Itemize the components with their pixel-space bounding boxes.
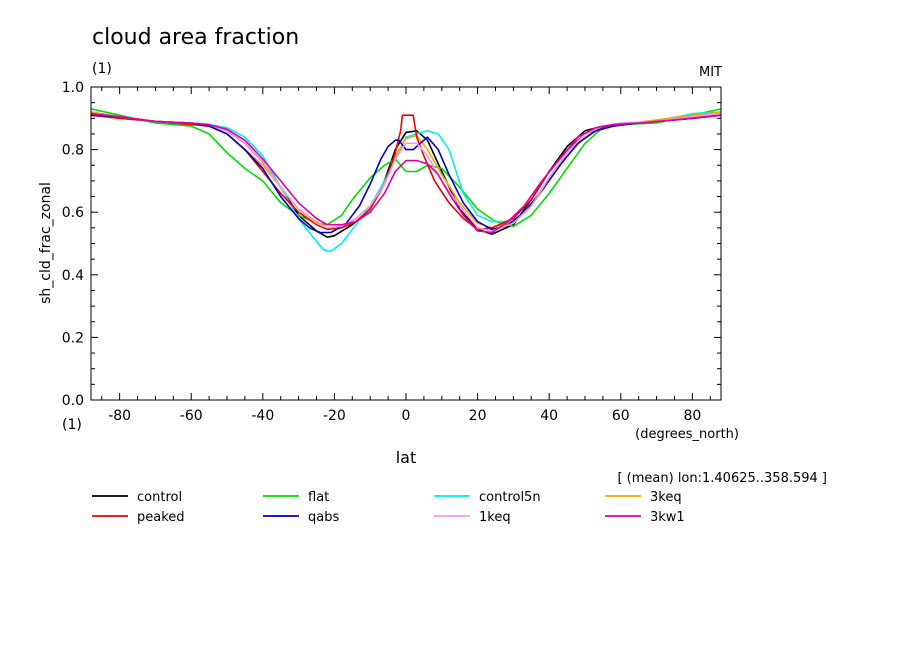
x-tick-labels: -80 -60 -40 -20 0 20 40 60 80	[108, 408, 701, 424]
series-line-control	[90, 114, 722, 238]
x-tick-label: 80	[683, 408, 701, 424]
legend-label-control: control	[137, 490, 182, 505]
series-line-1keq	[90, 112, 722, 232]
chart-subtitle-left: (1)	[92, 61, 112, 77]
axis-ticks	[91, 86, 721, 401]
y-axis-label: sh_cld_frac_zonal	[38, 182, 54, 304]
x-tick-label: -60	[180, 408, 203, 424]
x-tick-label: -20	[323, 408, 346, 424]
x-axis-label: lat	[396, 448, 417, 467]
y-tick-label: 0.8	[62, 143, 84, 159]
series-line-3kw1	[90, 112, 722, 234]
y-tick-label: 1.0	[62, 80, 84, 96]
chart-subtitle-right: MIT	[699, 65, 722, 80]
series-line-3keq	[90, 111, 722, 229]
y-tick-label: 0.6	[62, 205, 84, 221]
legend-label-3kw1: 3kw1	[650, 510, 685, 525]
y-axis-unit: (1)	[62, 417, 82, 433]
x-tick-label: -80	[108, 408, 131, 424]
x-tick-label: 60	[612, 408, 630, 424]
y-tick-label: 0.2	[62, 330, 84, 346]
y-tick-label: 0.4	[62, 268, 84, 284]
x-tick-label: 0	[402, 408, 411, 424]
legend-label-peaked: peaked	[137, 510, 185, 525]
y-tick-label: 0.0	[62, 393, 84, 409]
y-tick-labels: 0.0 0.2 0.4 0.6 0.8 1.0	[62, 80, 84, 409]
chart-annotation: [ (mean) lon:1.40625..358.594 ]	[617, 471, 827, 486]
series-lines	[90, 108, 722, 253]
legend-label-3keq: 3keq	[650, 490, 682, 505]
x-tick-label: -40	[251, 408, 274, 424]
legend-label-qabs: qabs	[308, 510, 339, 525]
x-axis-unit: (degrees_north)	[635, 427, 739, 442]
legend-label-1keq: 1keq	[479, 510, 511, 525]
series-line-flat	[90, 108, 722, 228]
x-tick-label: 20	[469, 408, 487, 424]
plot-frame	[90, 86, 722, 401]
chart-title: cloud area fraction	[92, 25, 299, 50]
legend-label-flat: flat	[308, 490, 329, 505]
legend: control peaked flat qabs control5n 1keq 3keq 3k…	[92, 490, 685, 525]
x-tick-label: 40	[540, 408, 558, 424]
legend-label-control5n: control5n	[479, 490, 541, 505]
series-line-qabs	[90, 114, 722, 234]
